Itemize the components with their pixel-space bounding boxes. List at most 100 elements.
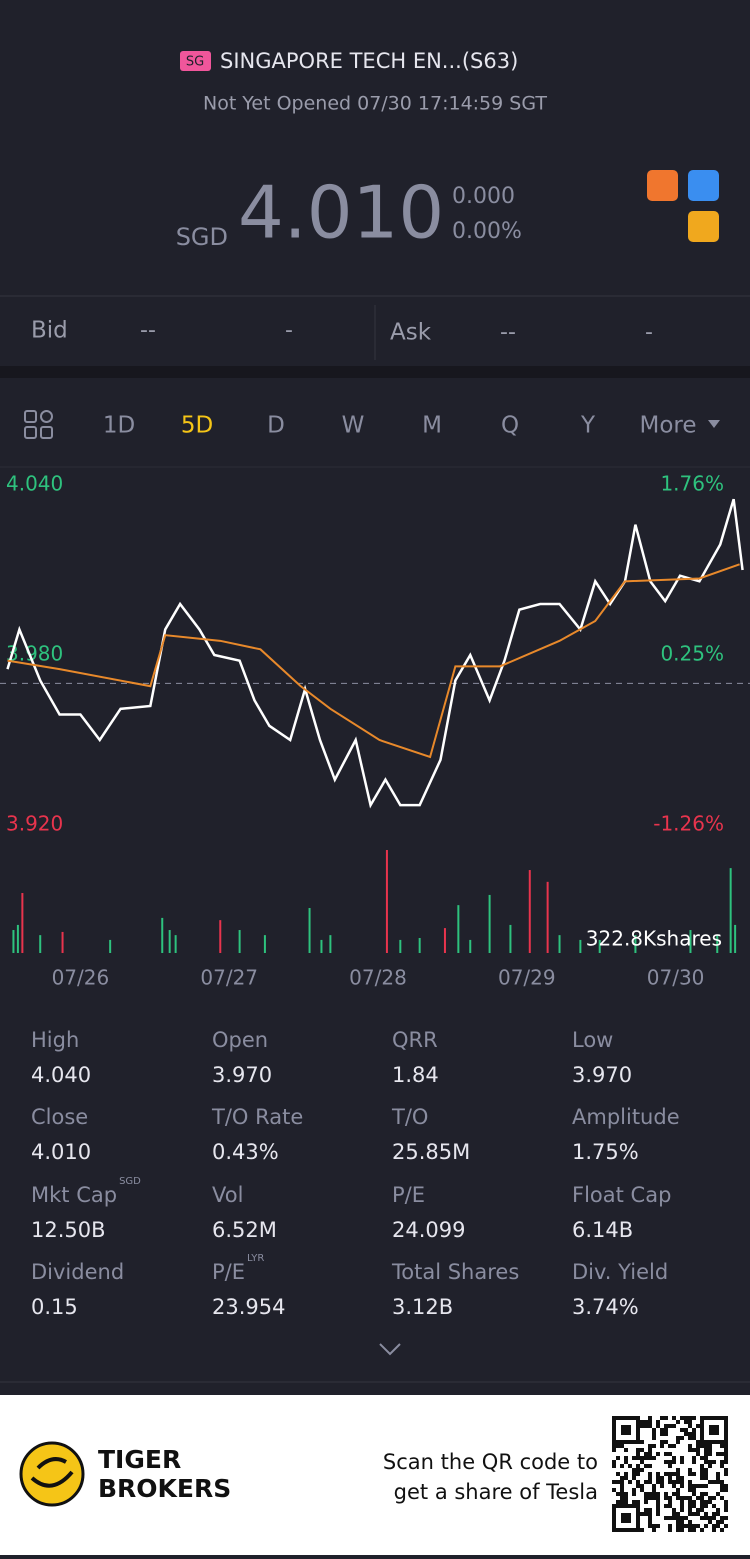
tab[interactable]: 5D: [181, 413, 213, 439]
qr-cell: [612, 1448, 616, 1452]
tab[interactable]: D: [267, 413, 285, 439]
qr-cell: [724, 1444, 728, 1448]
qr-cell: [664, 1428, 668, 1432]
stat-value: 12.50B: [31, 1218, 106, 1242]
tab[interactable]: W: [342, 413, 365, 439]
volume-bar: [219, 920, 222, 953]
qr-cell: [668, 1504, 672, 1508]
qr-cell: [660, 1444, 664, 1448]
qr-cell: [652, 1488, 656, 1492]
stat-value: 3.12B: [392, 1295, 453, 1319]
qr-cell: [616, 1444, 620, 1448]
change-pct: 0.00%: [452, 219, 522, 244]
qr-cell: [692, 1484, 696, 1488]
qr-cell: [672, 1516, 676, 1520]
qr-cell: [712, 1460, 716, 1464]
qr-cell: [612, 1488, 616, 1492]
volume-bar: [16, 924, 19, 953]
qr-cell: [700, 1464, 704, 1468]
qr-cell: [620, 1492, 624, 1496]
qr-cell: [720, 1484, 724, 1488]
qr-cell: [668, 1476, 672, 1480]
qr-cell: [696, 1484, 700, 1488]
qr-cell: [668, 1424, 672, 1428]
qr-cell: [668, 1480, 672, 1484]
qr-cell: [620, 1464, 624, 1468]
qr-cell: [644, 1464, 648, 1468]
qr-finder: [612, 1416, 640, 1444]
qr-cell: [664, 1516, 668, 1520]
qr-cell: [712, 1504, 716, 1508]
qr-cell: [640, 1448, 644, 1452]
qr-cell: [716, 1524, 720, 1528]
qr-cell: [704, 1452, 708, 1456]
volume-bar: [558, 935, 561, 953]
qr-cell: [648, 1456, 652, 1460]
qr-cell: [628, 1464, 632, 1468]
qr-cell: [680, 1508, 684, 1512]
qr-cell: [656, 1480, 660, 1484]
qr-cell: [656, 1508, 660, 1512]
qr-cell: [676, 1528, 680, 1532]
qr-cell: [692, 1416, 696, 1420]
qr-cell: [724, 1472, 728, 1476]
tab[interactable]: More: [639, 413, 696, 439]
tab[interactable]: Q: [501, 413, 519, 439]
qr-cell: [648, 1524, 652, 1528]
qr-cell: [652, 1436, 656, 1440]
icon[interactable]: [688, 211, 719, 242]
qr-cell: [700, 1508, 704, 1512]
logo-mark: [30, 1457, 74, 1488]
qr-cell: [652, 1496, 656, 1500]
qr-cell: [624, 1448, 628, 1452]
icon[interactable]: [647, 170, 678, 201]
qr-cell: [712, 1512, 716, 1516]
qr-cell: [644, 1492, 648, 1496]
qr-cell: [712, 1524, 716, 1528]
qr-cell: [688, 1444, 692, 1448]
expand-arrow[interactable]: [379, 1343, 401, 1356]
qr-cell: [696, 1512, 700, 1516]
qr-cell: [676, 1468, 680, 1472]
stat-value: 25.85M: [392, 1140, 470, 1164]
qr-cell: [700, 1484, 704, 1488]
qr-cell: [692, 1492, 696, 1496]
qr-cell: [648, 1480, 652, 1484]
stat-value: 6.52M: [212, 1218, 277, 1242]
qr-cell: [720, 1488, 724, 1492]
qr-cell: [700, 1468, 704, 1472]
tab[interactable]: 1D: [103, 413, 135, 439]
stat-label: Low: [572, 1028, 613, 1052]
stat-value: 1.84: [392, 1063, 439, 1087]
icon[interactable]: [688, 170, 719, 201]
qr-cell: [664, 1504, 668, 1508]
qr-cell: [676, 1436, 680, 1440]
qr-cell: [688, 1448, 692, 1452]
currency: SGD: [176, 223, 228, 251]
volume-bar: [528, 870, 531, 953]
qr-cell: [704, 1512, 708, 1516]
qr-cell: [612, 1464, 616, 1468]
badge-bg: [180, 51, 211, 71]
stat-sup: SGD: [119, 1176, 141, 1187]
tab[interactable]: Y: [580, 413, 596, 439]
qr-cell: [636, 1464, 640, 1468]
qr-cell: [716, 1452, 720, 1456]
qr-cell: [652, 1428, 656, 1432]
qr-cell: [632, 1488, 636, 1492]
qr-cell: [620, 1484, 624, 1488]
qr-cell: [644, 1456, 648, 1460]
qr-cell: [652, 1492, 656, 1496]
qr-cell: [680, 1436, 684, 1440]
grid-icon[interactable]: [24, 410, 53, 439]
qr-cell: [664, 1416, 668, 1420]
price-line: [7, 563, 740, 759]
qr-cell: [708, 1516, 712, 1520]
stat-value: 0.15: [31, 1295, 78, 1319]
tab[interactable]: M: [422, 413, 442, 439]
qr-cell: [724, 1508, 728, 1512]
qr-cell: [620, 1500, 624, 1504]
qr-cell: [708, 1500, 712, 1504]
